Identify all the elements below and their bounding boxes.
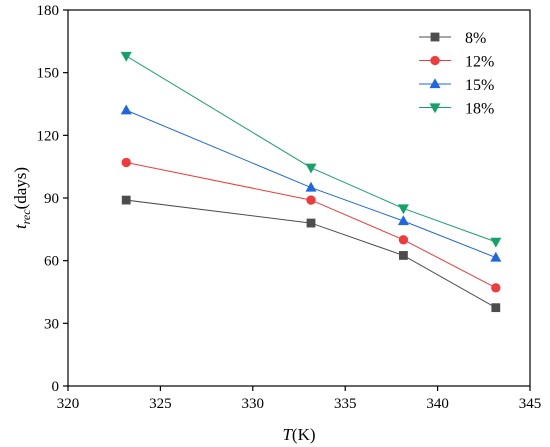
y-tick-label: 150: [37, 66, 60, 82]
data-point: [398, 235, 409, 245]
legend-marker: [430, 55, 440, 66]
data-point: [306, 195, 316, 205]
legend-item: 8%: [419, 30, 486, 47]
series-line: [125, 55, 496, 243]
data-point: [490, 237, 502, 248]
y-axis-label: trec(days): [11, 167, 33, 229]
x-axis-label: T(K): [282, 425, 315, 444]
legend-label: 15%: [465, 77, 494, 94]
data-point: [397, 215, 409, 226]
legend-item: 15%: [419, 77, 494, 94]
x-tick-label: 335: [334, 396, 357, 412]
x-tick-label: 330: [242, 396, 265, 412]
y-tick-label: 60: [44, 254, 59, 270]
y-tick-label: 90: [44, 191, 59, 207]
data-point: [305, 181, 317, 192]
x-tick-label: 320: [57, 396, 80, 412]
legend-item: 12%: [419, 54, 494, 71]
data-point: [306, 218, 316, 228]
y-tick-label: 0: [52, 379, 60, 395]
series-2: [121, 157, 501, 293]
x-tick-label: 345: [519, 396, 542, 412]
legend-label: 18%: [465, 101, 494, 118]
y-tick-label: 30: [44, 316, 59, 332]
data-point: [121, 157, 131, 168]
data-point: [491, 283, 501, 293]
data-point: [491, 303, 501, 313]
legend-marker: [429, 103, 441, 114]
axes: 320 325 330 335 340 345 0 30 60 90 120 150 180: [37, 3, 542, 412]
series-line: [126, 199, 497, 309]
series-1: [121, 195, 501, 313]
data-point: [121, 195, 131, 205]
series-3: [120, 104, 502, 262]
legend-item: 18%: [419, 101, 494, 118]
data-point: [120, 51, 132, 62]
data-point: [399, 251, 408, 260]
data-point: [120, 104, 132, 115]
data-point: [397, 204, 409, 215]
legend-marker: [429, 78, 441, 89]
legend-label: 8%: [465, 30, 486, 47]
series-line: [126, 161, 497, 289]
legend-marker: [430, 32, 440, 42]
data-point: [305, 163, 317, 174]
x-tick-label: 325: [149, 396, 172, 412]
series-layer: [120, 51, 502, 313]
series-4: [120, 51, 502, 248]
y-tick-label: 180: [37, 3, 60, 19]
data-point: [490, 251, 502, 262]
x-tick-label: 340: [426, 396, 449, 412]
series-line: [126, 109, 496, 258]
legend-label: 12%: [465, 54, 494, 71]
y-tick-label: 120: [37, 128, 60, 144]
legend: 8% 12% 15% 18%: [419, 30, 494, 118]
